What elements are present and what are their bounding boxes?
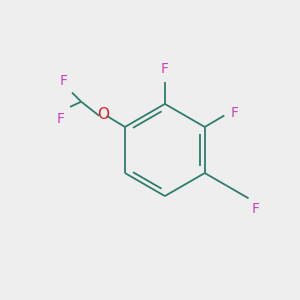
Text: O: O	[97, 107, 109, 122]
Text: F: F	[59, 74, 67, 88]
Text: F: F	[251, 202, 260, 216]
Text: F: F	[230, 106, 238, 120]
Text: F: F	[161, 62, 169, 76]
Text: F: F	[57, 112, 65, 126]
